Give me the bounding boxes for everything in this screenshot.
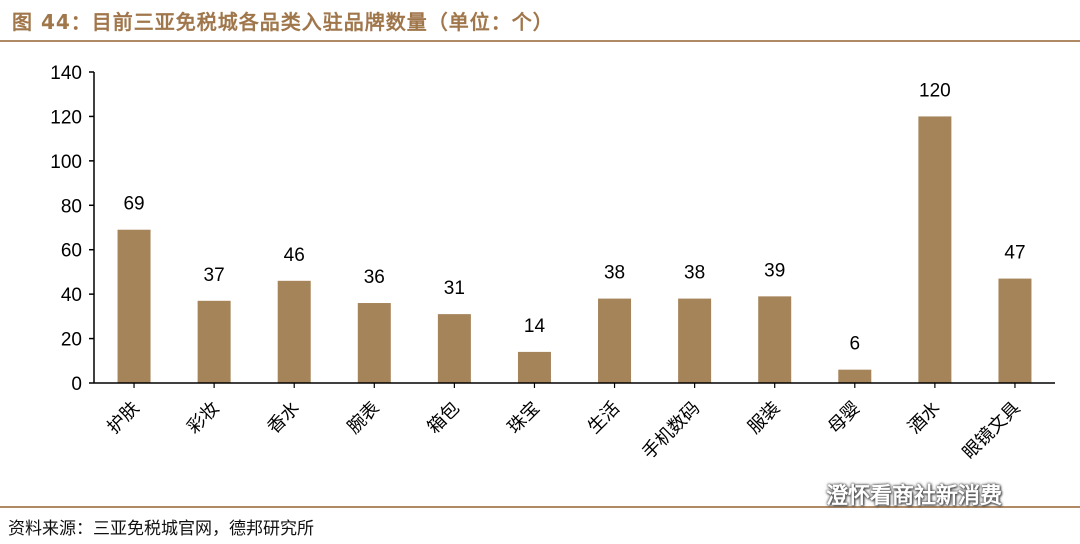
x-tick-label: 护肤 bbox=[103, 398, 143, 438]
bar bbox=[918, 116, 952, 383]
top-divider bbox=[0, 40, 1080, 42]
data-label: 31 bbox=[444, 278, 465, 299]
bars bbox=[117, 116, 1032, 383]
data-label: 36 bbox=[364, 267, 385, 288]
bar bbox=[838, 369, 872, 383]
x-tick-label: 香水 bbox=[263, 398, 303, 438]
x-tick-label: 服装 bbox=[744, 398, 784, 438]
data-label: 6 bbox=[850, 334, 861, 355]
y-tick-label: 20 bbox=[61, 330, 82, 351]
x-tick-label: 酒水 bbox=[904, 398, 944, 438]
bar bbox=[277, 280, 311, 383]
bar-chart: 0 20 40 60 80 100 120 140 69 37 46 36 31 14 38 38 39 6 12… bbox=[50, 63, 1055, 463]
y-tick-label: 60 bbox=[61, 241, 82, 262]
watermark: 澄怀看商社新消费 bbox=[790, 478, 1002, 510]
data-labels: 69 37 46 36 31 14 38 38 39 6 120 47 bbox=[123, 80, 1025, 354]
bottom-divider bbox=[0, 506, 1080, 508]
y-tick-label: 120 bbox=[50, 107, 82, 128]
y-tick-label: 80 bbox=[61, 196, 82, 217]
x-tick-label: 箱包 bbox=[424, 398, 464, 438]
wechat-icon bbox=[790, 482, 820, 505]
figure-title: 图 44：目前三亚免税城各品类入驻品牌数量（单位：个） bbox=[12, 10, 554, 34]
data-label: 37 bbox=[204, 265, 225, 286]
x-tick-label: 彩妆 bbox=[183, 398, 223, 438]
bar bbox=[197, 300, 231, 383]
y-tick-label: 140 bbox=[50, 63, 82, 84]
y-tick-label: 0 bbox=[71, 374, 82, 395]
x-tick-label: 眼镜文具 bbox=[959, 398, 1024, 463]
x-tick-label: 手机数码 bbox=[638, 398, 703, 463]
data-label: 46 bbox=[284, 245, 305, 266]
bar bbox=[998, 278, 1032, 383]
bar bbox=[598, 298, 632, 383]
x-axis: 护肤 彩妆 香水 腕表 箱包 珠宝 生活 手机数码 服装 母婴 酒水 眼镜文具 bbox=[94, 382, 1055, 463]
bar bbox=[517, 351, 551, 383]
data-label: 38 bbox=[684, 263, 705, 284]
data-label: 120 bbox=[919, 80, 951, 101]
bar bbox=[758, 296, 792, 383]
x-tick-label: 母婴 bbox=[824, 398, 864, 438]
y-tick-label: 40 bbox=[61, 285, 82, 306]
bar bbox=[437, 314, 471, 383]
bar bbox=[357, 303, 391, 383]
data-label: 39 bbox=[764, 260, 785, 281]
bar bbox=[117, 229, 151, 383]
x-tick-label: 珠宝 bbox=[504, 398, 544, 438]
data-label: 47 bbox=[1004, 243, 1025, 264]
x-tick-label: 生活 bbox=[584, 398, 624, 438]
y-axis: 0 20 40 60 80 100 120 140 bbox=[50, 63, 95, 395]
y-tick-label: 100 bbox=[50, 152, 82, 173]
data-label: 14 bbox=[524, 316, 546, 337]
watermark-text: 澄怀看商社新消费 bbox=[826, 484, 1003, 509]
source-note: 资料来源：三亚免税城官网，德邦研究所 bbox=[8, 519, 314, 539]
bar bbox=[678, 298, 712, 383]
data-label: 38 bbox=[604, 263, 625, 284]
x-tick-label: 腕表 bbox=[344, 398, 384, 438]
data-label: 69 bbox=[123, 194, 144, 215]
